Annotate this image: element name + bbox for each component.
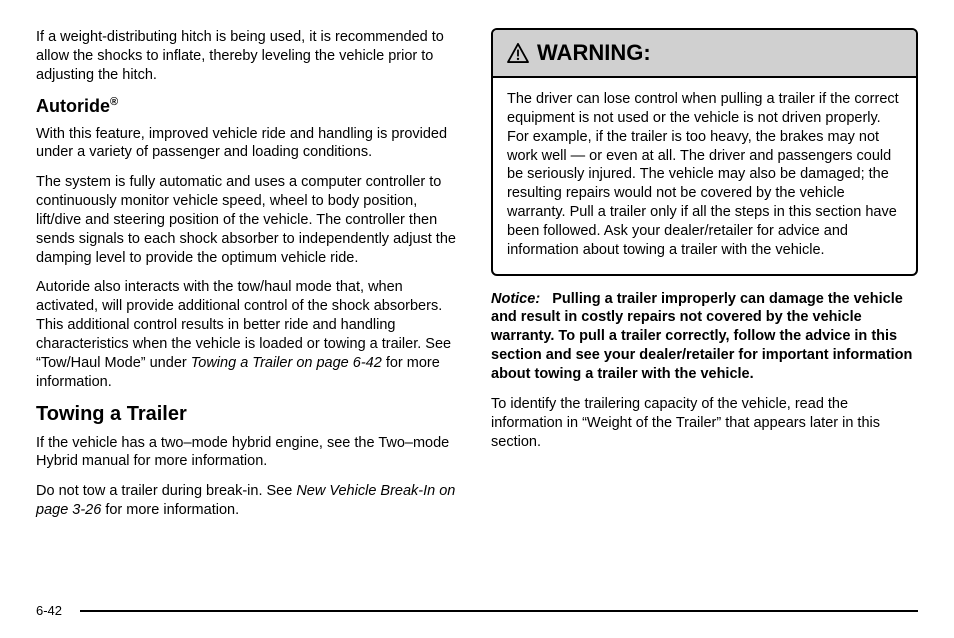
intro-paragraph: If a weight-distributing hitch is being … <box>36 28 463 85</box>
content-columns: If a weight-distributing hitch is being … <box>36 28 918 531</box>
page-footer: 6-42 <box>36 603 918 618</box>
notice-paragraph: Notice: Pulling a trailer improperly can… <box>491 290 918 384</box>
towing-p1: If the vehicle has a two–mode hybrid eng… <box>36 434 463 472</box>
towing-heading: Towing a Trailer <box>36 403 463 426</box>
towing-p2-a: Do not tow a trailer during break-in. Se… <box>36 483 296 499</box>
page-number: 6-42 <box>36 603 62 618</box>
warning-box: WARNING: The driver can lose control whe… <box>491 28 918 276</box>
autoride-p3-ref: Towing a Trailer on page 6-42 <box>191 355 382 371</box>
towing-p2-b: for more information. <box>101 502 239 518</box>
autoride-p2: The system is fully automatic and uses a… <box>36 173 463 267</box>
notice-label: Notice: <box>491 291 540 307</box>
autoride-p1: With this feature, improved vehicle ride… <box>36 125 463 163</box>
notice-body: Pulling a trailer improperly can damage … <box>491 291 912 382</box>
warning-triangle-icon <box>507 43 529 63</box>
warning-header: WARNING: <box>493 30 916 78</box>
footer-rule <box>80 610 918 612</box>
towing-p2: Do not tow a trailer during break-in. Se… <box>36 482 463 520</box>
autoride-heading: Autoride® <box>36 96 463 117</box>
warning-body: The driver can lose control when pulling… <box>493 78 916 274</box>
warning-title: WARNING: <box>537 40 651 66</box>
autoride-heading-text: Autoride <box>36 96 110 116</box>
after-notice: To identify the trailering capacity of t… <box>491 395 918 452</box>
autoride-p3: Autoride also interacts with the tow/hau… <box>36 278 463 391</box>
left-column: If a weight-distributing hitch is being … <box>36 28 463 531</box>
right-column: WARNING: The driver can lose control whe… <box>491 28 918 531</box>
registered-mark: ® <box>110 96 118 108</box>
